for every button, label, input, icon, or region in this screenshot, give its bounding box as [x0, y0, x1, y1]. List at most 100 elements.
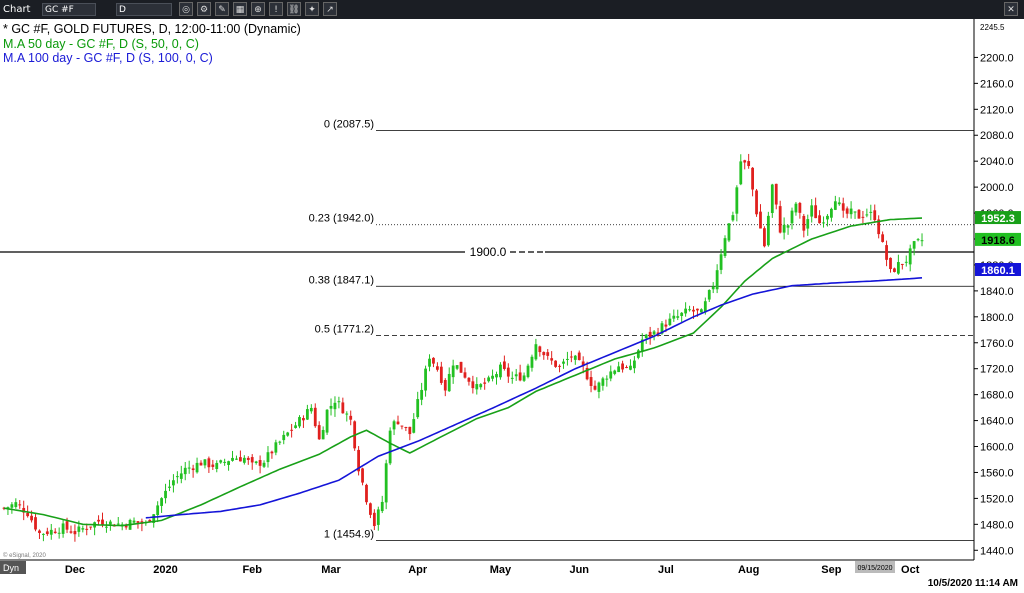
candle-body [786, 225, 790, 228]
candle [617, 361, 621, 373]
candle-body [475, 384, 479, 390]
candle [81, 525, 85, 533]
candle [502, 355, 506, 371]
candle [258, 455, 262, 474]
candle-body [164, 490, 167, 499]
candle-body [605, 378, 609, 380]
candle [853, 211, 857, 219]
alert-icon[interactable]: ! [269, 2, 283, 16]
candle-body [751, 167, 754, 190]
candle-body [61, 523, 65, 534]
candle-body [195, 462, 199, 473]
price-tag-label: 1918.6 [981, 235, 1015, 247]
candle-body [621, 363, 624, 370]
candle [369, 502, 372, 519]
candle [900, 263, 904, 270]
candle-body [242, 457, 246, 463]
candle-body [499, 364, 502, 378]
candle [404, 426, 408, 432]
candle-body [656, 332, 660, 335]
candle [475, 377, 479, 395]
candle [424, 365, 427, 397]
candle [97, 515, 100, 526]
candle [372, 509, 376, 531]
candle-body [731, 215, 735, 221]
candle [577, 350, 581, 361]
twitter-icon[interactable]: ✦ [305, 2, 319, 16]
close-icon[interactable]: ✕ [1004, 2, 1018, 16]
candle-body [432, 357, 435, 364]
candle [881, 231, 885, 243]
candle [806, 214, 810, 236]
candle-body [57, 532, 61, 534]
symbol-input[interactable]: GC #F [42, 3, 96, 16]
candle [885, 240, 888, 267]
candle-body [270, 451, 274, 454]
candle-body [412, 419, 416, 433]
settings-icon[interactable]: ⚙ [197, 2, 211, 16]
candle-body [707, 290, 711, 300]
zoom-icon[interactable]: ⊕ [251, 2, 265, 16]
candle [837, 197, 841, 206]
candle [676, 309, 680, 321]
drawing-icon[interactable]: ✎ [215, 2, 229, 16]
candle-body [727, 223, 731, 241]
candle-body [881, 234, 885, 242]
candle-body [518, 372, 522, 381]
candle [235, 455, 238, 460]
candle-body [282, 434, 286, 441]
candle-body [436, 366, 439, 370]
time-label: Jun [569, 564, 589, 576]
candle [613, 369, 617, 376]
candle [526, 363, 530, 379]
candle-body [116, 523, 120, 525]
candle [309, 404, 313, 414]
candle [270, 450, 274, 459]
candle-body [266, 452, 270, 463]
candle [337, 396, 341, 409]
candle [250, 454, 254, 470]
candle-body [479, 384, 483, 388]
share-icon[interactable]: ↗ [323, 2, 337, 16]
price-axis[interactable] [974, 19, 1024, 575]
layout-icon[interactable]: ▦ [233, 2, 247, 16]
candle-body [183, 467, 187, 475]
link-icon[interactable]: ⛓ [287, 2, 301, 16]
candle [589, 370, 593, 393]
candle-body [597, 382, 601, 392]
candle [569, 350, 573, 363]
candle [873, 204, 877, 222]
candle [451, 359, 455, 384]
candle-body [869, 211, 873, 213]
candle [633, 356, 636, 374]
cursor-icon[interactable]: ◎ [179, 2, 193, 16]
candle-body [487, 377, 491, 382]
candle-body [89, 526, 93, 528]
candle [69, 525, 73, 534]
candle-body [156, 505, 160, 516]
candle [183, 461, 187, 481]
candle [861, 210, 865, 224]
interval-select[interactable]: D [116, 3, 172, 16]
candle [889, 257, 892, 273]
candle [361, 467, 364, 486]
candle-body [211, 464, 215, 467]
candle-body [822, 222, 825, 224]
candle [443, 378, 447, 397]
candle [14, 498, 18, 509]
candle-body [136, 521, 140, 523]
candle-body [305, 409, 309, 420]
candle-body [514, 374, 518, 377]
price-tick-label: 2120.0 [980, 104, 1014, 116]
candle [818, 210, 821, 224]
candle [187, 460, 191, 474]
candle [459, 361, 463, 373]
candle [814, 197, 818, 219]
candle-body [794, 203, 798, 213]
candle-body [369, 503, 372, 515]
candle-body [309, 407, 313, 412]
candle-body [108, 521, 112, 525]
candle [766, 211, 770, 247]
candle-body [502, 361, 506, 369]
